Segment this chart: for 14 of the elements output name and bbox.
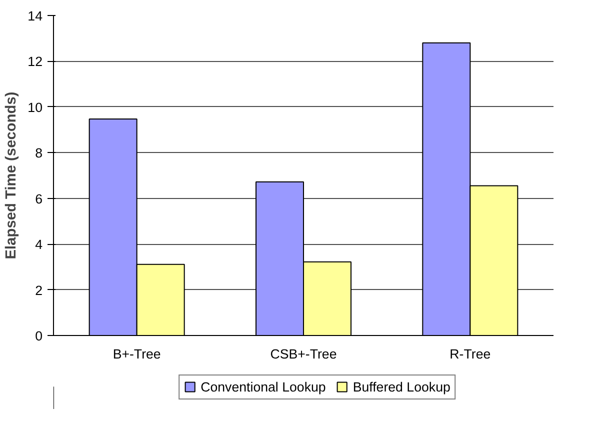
y-tick-label: 14	[28, 8, 44, 24]
y-tick-label: 2	[35, 282, 43, 298]
y-tick-label: 6	[35, 191, 43, 206]
y-axis-title: Elapsed Time (seconds)	[4, 92, 20, 260]
legend-label: Buffered Lookup	[352, 379, 450, 394]
y-tick-label: 4	[35, 237, 44, 252]
y-tick-label: 0	[35, 328, 43, 344]
y-tick-label: 10	[28, 100, 43, 115]
y-tick-label: 12	[28, 54, 43, 70]
x-tick-label: R-Tree	[450, 346, 491, 362]
y-tick-label: 8	[35, 146, 43, 161]
x-tick-label: CSB+-Tree	[270, 346, 337, 362]
x-tick-label: B+-Tree	[112, 346, 161, 362]
legend-label: Conventional Lookup	[200, 379, 326, 394]
